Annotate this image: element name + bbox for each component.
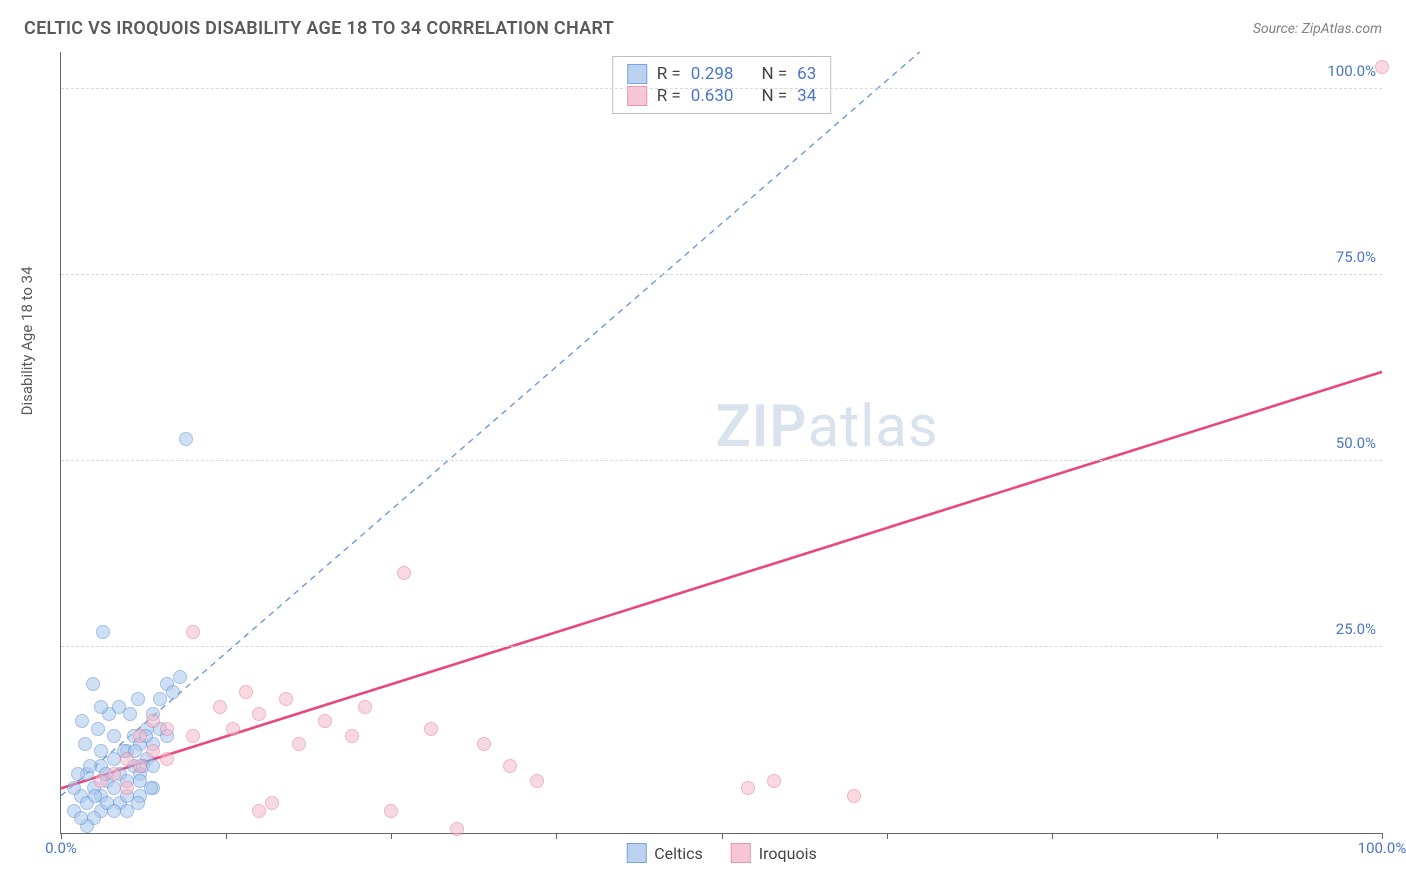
scatter-point: [78, 737, 92, 751]
x-tick: [887, 833, 888, 839]
scatter-point: [120, 752, 134, 766]
gridline: [61, 88, 1382, 89]
chart-source: Source: ZipAtlas.com: [1253, 21, 1382, 37]
legend-n-label: N =: [761, 64, 787, 84]
scatter-point: [107, 729, 121, 743]
scatter-point: [252, 707, 266, 721]
series-legend: Celtics Iroquois: [626, 843, 816, 863]
scatter-point: [179, 432, 193, 446]
x-tick: [1217, 833, 1218, 839]
y-tick-label: 50.0%: [1336, 434, 1376, 452]
series-legend-item: Celtics: [626, 843, 703, 863]
scatter-point: [91, 722, 105, 736]
scatter-point: [345, 729, 359, 743]
x-tick: [226, 833, 227, 839]
scatter-point: [397, 566, 411, 580]
scatter-point: [450, 822, 464, 836]
scatter-point: [252, 804, 266, 818]
scatter-point: [107, 781, 121, 795]
scatter-point: [477, 737, 491, 751]
scatter-point: [74, 811, 88, 825]
x-tick: [556, 833, 557, 839]
gridline: [61, 646, 1382, 647]
scatter-point: [1375, 60, 1389, 74]
correlation-legend: R =0.298N =63R =0.630N =34: [612, 56, 832, 114]
legend-r-value: 0.298: [691, 64, 734, 84]
scatter-point: [107, 804, 121, 818]
legend-swatch: [731, 843, 751, 863]
scatter-point: [94, 744, 108, 758]
scatter-point: [133, 759, 147, 773]
y-tick-label: 25.0%: [1336, 620, 1376, 638]
trend-line: [61, 52, 920, 796]
scatter-point: [166, 685, 180, 699]
scatter-point: [107, 767, 121, 781]
scatter-point: [186, 729, 200, 743]
legend-row: R = 0.298 N = 63: [627, 63, 817, 85]
scatter-point: [71, 767, 85, 781]
scatter-point: [292, 737, 306, 751]
scatter-point: [88, 789, 102, 803]
x-tick-label: 100.0%: [1358, 839, 1406, 857]
watermark: ZIPatlas: [716, 393, 939, 461]
scatter-point: [146, 714, 160, 728]
scatter-point: [160, 722, 174, 736]
scatter-point: [133, 729, 147, 743]
scatter-point: [239, 685, 253, 699]
gridline: [61, 274, 1382, 275]
x-tick-label: 0.0%: [45, 839, 77, 857]
series-legend-item: Iroquois: [731, 843, 817, 863]
scatter-point: [146, 759, 160, 773]
scatter-point: [265, 796, 279, 810]
scatter-point: [75, 714, 89, 728]
chart-container: Disability Age 18 to 34 ZIPatlas R =0.29…: [24, 52, 1382, 868]
legend-r-label: R =: [657, 64, 681, 84]
scatter-point: [318, 714, 332, 728]
scatter-point: [86, 677, 100, 691]
series-legend-label: Iroquois: [759, 844, 817, 863]
y-tick-label: 100.0%: [1327, 62, 1376, 80]
scatter-point: [120, 781, 134, 795]
scatter-point: [279, 692, 293, 706]
scatter-point: [131, 796, 145, 810]
x-tick: [1052, 833, 1053, 839]
scatter-point: [96, 625, 110, 639]
scatter-point: [358, 700, 372, 714]
plot-area: ZIPatlas R =0.298N =63R =0.630N =34 Celt…: [60, 52, 1382, 834]
scatter-point: [131, 692, 145, 706]
scatter-point: [94, 774, 108, 788]
scatter-point: [112, 700, 126, 714]
trend-line: [61, 372, 1382, 789]
scatter-point: [94, 700, 108, 714]
scatter-point: [160, 752, 174, 766]
scatter-point: [226, 722, 240, 736]
legend-n-value: 63: [797, 64, 816, 84]
x-tick: [391, 833, 392, 839]
scatter-point: [83, 759, 97, 773]
scatter-point: [146, 744, 160, 758]
legend-swatch: [626, 843, 646, 863]
chart-title: CELTIC VS IROQUOIS DISABILITY AGE 18 TO …: [24, 18, 614, 39]
scatter-point: [213, 700, 227, 714]
scatter-point: [503, 759, 517, 773]
scatter-point: [173, 670, 187, 684]
series-legend-label: Celtics: [654, 844, 703, 863]
scatter-point: [530, 774, 544, 788]
y-axis-label: Disability Age 18 to 34: [18, 267, 36, 416]
x-tick: [722, 833, 723, 839]
scatter-point: [144, 781, 158, 795]
gridline: [61, 460, 1382, 461]
y-tick-label: 75.0%: [1336, 248, 1376, 266]
scatter-point: [424, 722, 438, 736]
scatter-point: [67, 781, 81, 795]
scatter-point: [767, 774, 781, 788]
scatter-point: [186, 625, 200, 639]
scatter-point: [847, 789, 861, 803]
scatter-point: [153, 692, 167, 706]
scatter-point: [741, 781, 755, 795]
legend-swatch: [627, 64, 647, 84]
scatter-point: [384, 804, 398, 818]
